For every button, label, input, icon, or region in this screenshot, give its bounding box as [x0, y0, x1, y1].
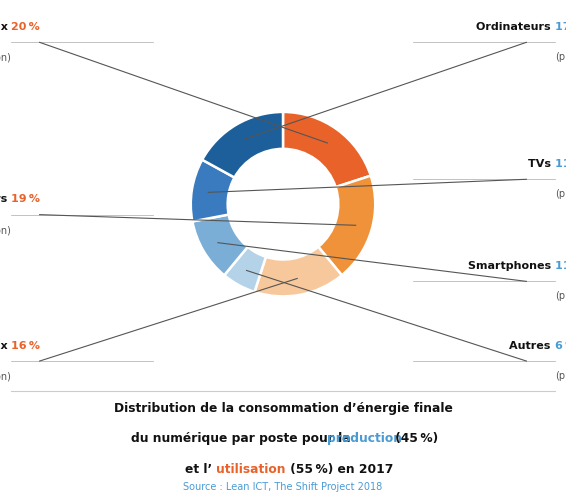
- Text: du numérique par poste pour la: du numérique par poste pour la: [131, 432, 355, 445]
- Text: Terminaux: Terminaux: [0, 22, 11, 32]
- Text: Ordinateurs: Ordinateurs: [476, 22, 555, 32]
- Text: production: production: [327, 432, 402, 445]
- Text: et l’: et l’: [185, 464, 212, 477]
- Text: TVs: TVs: [528, 159, 555, 169]
- Wedge shape: [318, 176, 375, 275]
- Text: (utilisation): (utilisation): [0, 371, 11, 381]
- Text: (45 %): (45 %): [391, 432, 438, 445]
- Text: 6 %: 6 %: [555, 341, 566, 351]
- Text: Réseaux: Réseaux: [0, 341, 11, 351]
- Text: (utilisation): (utilisation): [0, 225, 11, 235]
- Wedge shape: [283, 112, 371, 187]
- Wedge shape: [202, 112, 283, 177]
- Text: (production): (production): [555, 189, 566, 199]
- Text: Distribution de la consommation d’énergie finale: Distribution de la consommation d’énergi…: [114, 402, 452, 415]
- Text: (production): (production): [555, 291, 566, 301]
- Text: 11 %: 11 %: [555, 261, 566, 271]
- Text: 16 %: 16 %: [11, 341, 40, 351]
- Text: Data centers: Data centers: [0, 194, 11, 204]
- Wedge shape: [191, 160, 234, 222]
- Text: 20 %: 20 %: [11, 22, 40, 32]
- Text: (production): (production): [555, 371, 566, 381]
- Text: Smartphones: Smartphones: [468, 261, 555, 271]
- Text: 19 %: 19 %: [11, 194, 40, 204]
- Wedge shape: [224, 247, 266, 292]
- Wedge shape: [192, 215, 248, 275]
- Text: (production): (production): [555, 52, 566, 62]
- Text: Source : Lean ICT, The Shift Project 2018: Source : Lean ICT, The Shift Project 201…: [183, 482, 383, 492]
- Text: 17 %: 17 %: [555, 22, 566, 32]
- Text: utilisation: utilisation: [216, 464, 286, 477]
- Text: (utilisation): (utilisation): [0, 52, 11, 62]
- Text: (55 %) en 2017: (55 %) en 2017: [286, 464, 393, 477]
- Wedge shape: [255, 247, 342, 296]
- Text: 11 %: 11 %: [555, 159, 566, 169]
- Text: Autres: Autres: [509, 341, 555, 351]
